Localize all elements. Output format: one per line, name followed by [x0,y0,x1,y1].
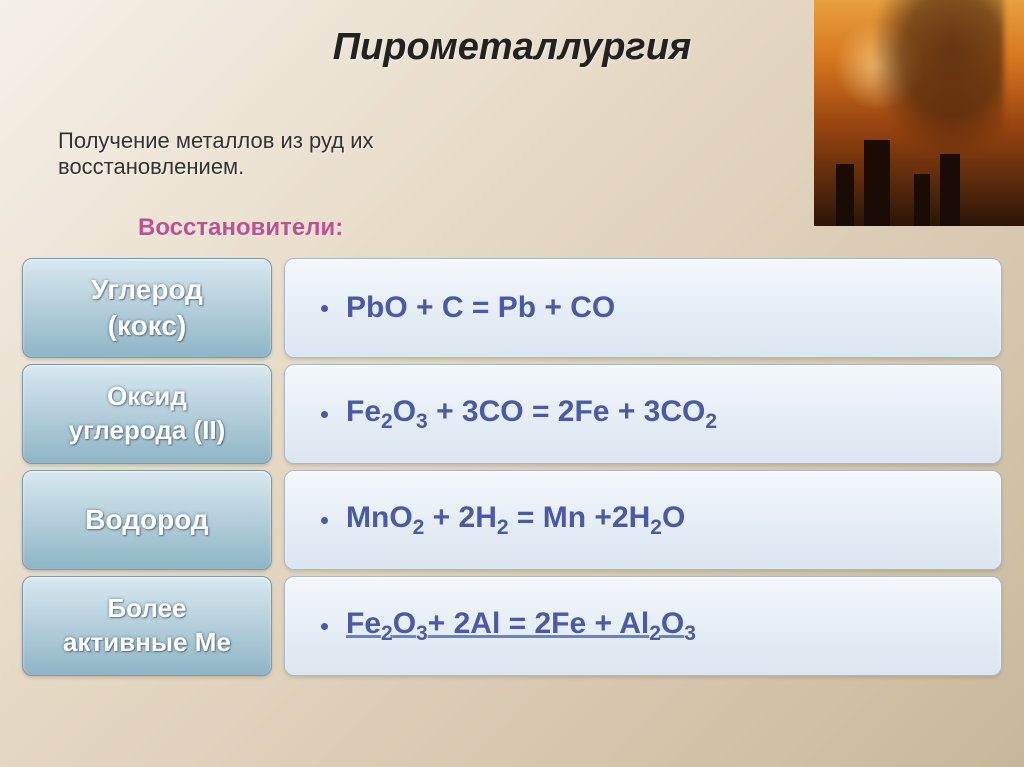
reaction-table: Углерод (кокс) PbO + C = Pb + CO Оксид у… [22,258,1002,682]
table-row: Водород MnO2 + 2H2 = Mn +2H2O [22,470,1002,570]
bullet-icon [321,305,328,312]
label-line: (кокс) [108,308,187,344]
label-line: Водород [85,502,208,538]
label-line: активные Ме [63,626,231,660]
reducer-label-hydrogen: Водород [22,470,272,570]
equation-box: MnO2 + 2H2 = Mn +2H2O [284,470,1002,570]
equation-text: PbO + C = Pb + CO [346,291,615,325]
equation-box: Fe2O3+ 2Al = 2Fe + Al2O3 [284,576,1002,676]
equation-box: PbO + C = Pb + CO [284,258,1002,358]
label-line: Оксид [107,380,187,414]
table-row: Более активные Ме Fe2O3+ 2Al = 2Fe + Al2… [22,576,1002,676]
subtitle-line1: Получение металлов из руд их [58,128,374,154]
equation-text: MnO2 + 2H2 = Mn +2H2O [346,501,685,540]
equation-box: Fe2O3 + 3CO = 2Fe + 3CO2 [284,364,1002,464]
smokestack-2 [864,140,890,226]
bullet-icon [321,517,328,524]
equation-text: Fe2O3+ 2Al = 2Fe + Al2O3 [346,607,696,646]
reducer-label-active-metals: Более активные Ме [22,576,272,676]
equation-text: Fe2O3 + 3CO = 2Fe + 3CO2 [346,395,717,434]
subtitle-line2: восстановлением. [58,154,374,180]
subtitle: Получение металлов из руд их восстановле… [58,128,374,180]
smokestack-4 [940,154,960,226]
reducer-label-carbon: Углерод (кокс) [22,258,272,358]
smoke-plume [874,0,1004,150]
reducers-header: Восстановители: [138,214,343,242]
label-line: Более [107,592,186,626]
label-line: Углерод [91,272,203,308]
page-title: Пирометаллургия [0,26,1024,69]
label-line: углерода (II) [69,414,226,448]
bullet-icon [321,411,328,418]
reducer-label-co: Оксид углерода (II) [22,364,272,464]
bullet-icon [321,623,328,630]
smokestack-1 [836,164,854,226]
table-row: Углерод (кокс) PbO + C = Pb + CO [22,258,1002,358]
smokestack-3 [914,174,930,226]
table-row: Оксид углерода (II) Fe2O3 + 3CO = 2Fe + … [22,364,1002,464]
